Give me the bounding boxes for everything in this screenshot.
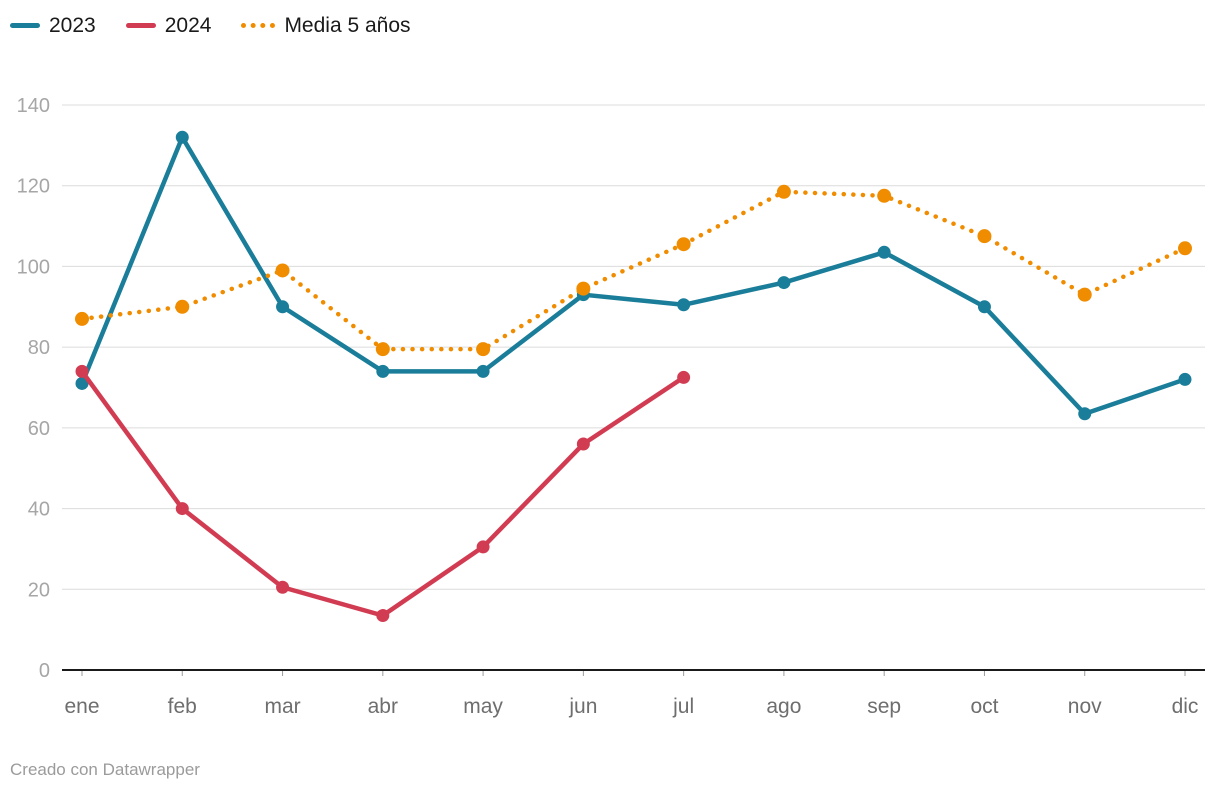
series-point-2-jun [576,281,591,296]
series-point-0-ago [777,276,791,290]
series-point-2-mar [275,263,290,278]
x-axis-label-oct: oct [970,695,998,718]
x-axis-label-ene: ene [64,695,99,718]
series-point-2-nov [1077,287,1092,302]
legend-label-2024: 2024 [164,14,212,37]
series-point-2-dic [1178,241,1192,256]
series-point-0-feb [175,130,189,144]
series-point-2-ene [75,311,89,326]
x-axis-label-may: may [463,695,503,718]
series-point-2-ago [776,184,791,199]
series-point-1-feb [175,502,189,516]
legend-item-2024: 2024 [125,14,212,37]
series-point-0-nov [1078,407,1092,421]
series-point-0-oct [977,300,991,314]
chart-legend: 2023 2024 Media 5 años [10,14,411,36]
legend-item-2023: 2023 [10,14,96,36]
series-point-0-jul [677,298,691,312]
series-point-0-sep [877,245,891,259]
series-point-1-mar [276,580,290,594]
y-axis-label-60: 60 [28,418,50,440]
series-point-1-may [476,540,490,554]
series-point-2-feb [175,299,190,314]
x-axis-label-dic: dic [1172,695,1199,718]
series-point-2-oct [977,229,992,244]
y-axis-label-0: 0 [39,660,50,682]
y-axis-label-20: 20 [28,579,50,601]
series-line-2 [79,189,1188,352]
series-point-2-sep [877,188,892,203]
legend-item-media-5-anos: Media 5 años [241,14,411,37]
legend-swatch-media-5-anos [241,22,276,28]
x-axis-label-feb: feb [168,695,197,718]
x-axis-label-jun: jun [568,695,597,718]
y-axis-label-120: 120 [17,176,50,198]
series-line-0 [79,135,1188,416]
series-point-2-abr [375,342,390,357]
series-line-1 [79,369,686,618]
x-axis-label-abr: abr [368,695,398,718]
x-axis-label-jul: jul [672,695,694,718]
x-axis-label-ago: ago [766,695,801,718]
series-point-2-jul [676,237,691,252]
attribution-text: Creado con Datawrapper [10,760,200,779]
line-chart: 0 20 40 60 80 100 120 140 ene feb mar abr may jun jul a… [17,95,1205,718]
series-point-0-dic [1178,372,1192,386]
legend-label-media-5-anos: Media 5 años [284,14,411,37]
x-axis-label-mar: mar [264,695,300,718]
series-point-1-abr [376,609,390,623]
series-point-0-ene [75,376,89,390]
series-point-0-abr [376,364,390,378]
series-point-0-may [476,364,490,378]
y-axis-label-140: 140 [17,95,50,117]
series-point-0-mar [276,300,290,314]
legend-swatch-2023 [10,22,40,28]
y-axis-label-40: 40 [28,499,50,521]
y-axis-label-100: 100 [17,256,50,278]
series-point-2-may [476,342,491,357]
series-point-1-ene [75,364,89,378]
x-axis-label-nov: nov [1068,695,1102,718]
legend-label-2023: 2023 [49,14,96,37]
x-axis-label-sep: sep [867,695,901,718]
series-point-1-jul [677,370,691,384]
y-axis-label-80: 80 [28,337,50,359]
legend-swatch-2024 [125,22,156,28]
series-point-1-jun [576,437,590,451]
